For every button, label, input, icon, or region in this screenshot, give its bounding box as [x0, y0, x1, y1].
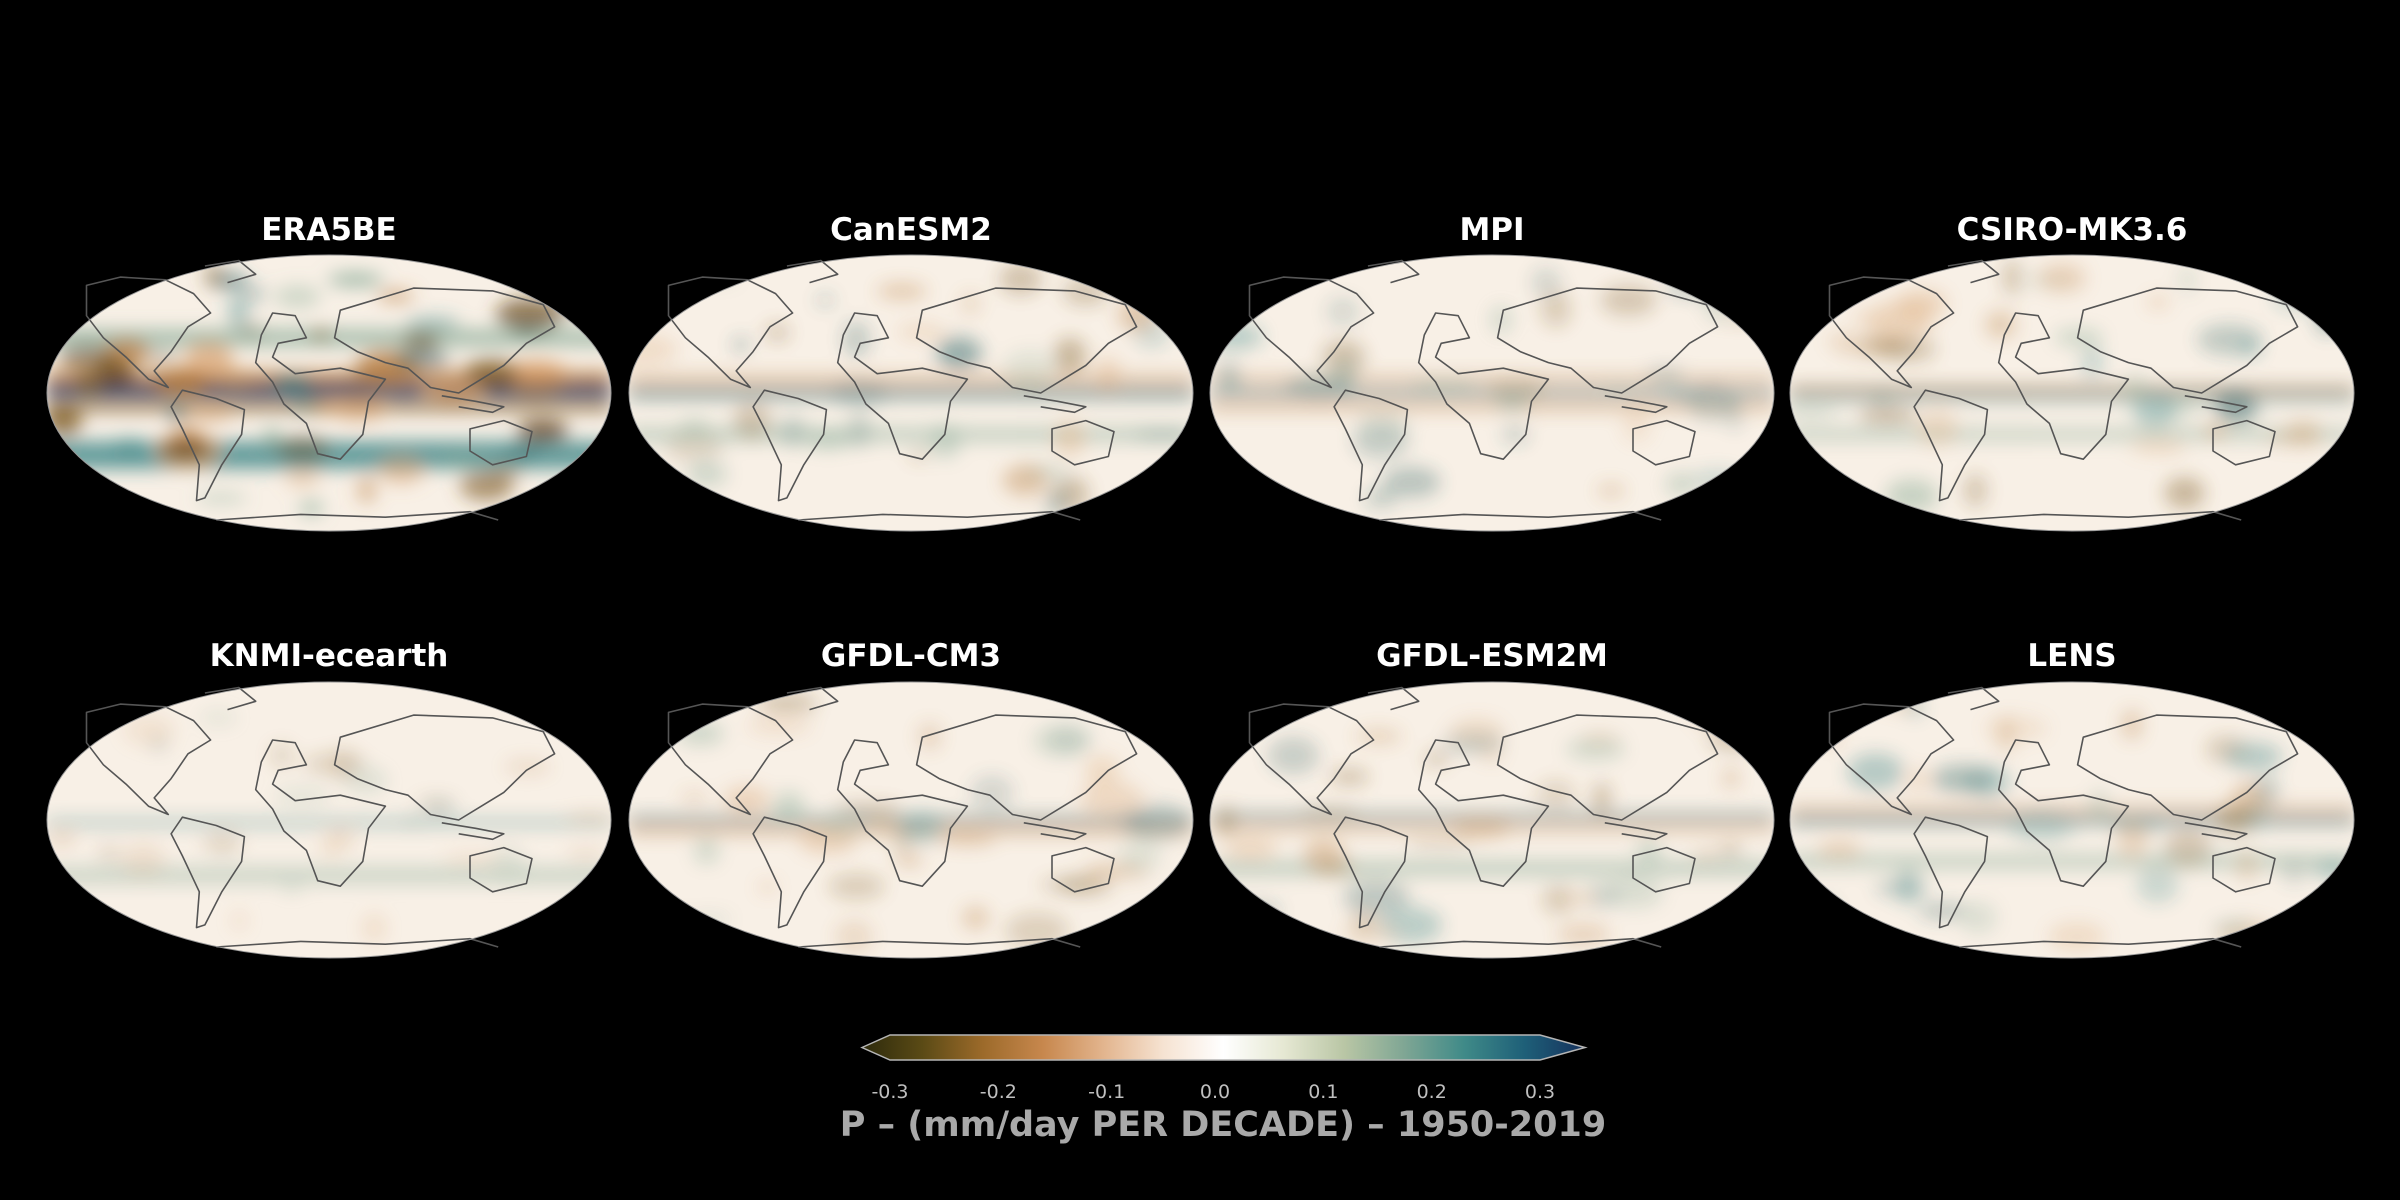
panel-title: ERA5BE — [261, 212, 396, 248]
trend-field — [1790, 258, 2354, 513]
colorbar-ticks: -0.3 -0.2 -0.1 0.0 0.1 0.2 0.3 — [871, 1081, 1555, 1103]
map-panel: ERA5BE — [46, 212, 612, 532]
panel-title: GFDL-CM3 — [821, 638, 1001, 674]
map-outline — [46, 254, 612, 532]
map-outline — [1209, 681, 1775, 959]
colorbar-scale — [860, 1034, 1588, 1061]
coastlines — [85, 259, 556, 521]
coastlines — [1828, 686, 2299, 948]
colorbar-tick-label: 0.0 — [1200, 1081, 1230, 1103]
panel-title: LENS — [2027, 638, 2116, 674]
colorbar: -0.3 -0.2 -0.1 0.0 0.1 0.2 0.3 P – (mm/day PER… — [840, 1034, 1606, 1145]
map-panel: GFDL-ESM2M — [1209, 638, 1775, 959]
coastlines — [667, 686, 1138, 948]
map-panel: CanESM2 — [628, 212, 1194, 532]
map-outline — [628, 254, 1194, 532]
map-panels: ERA5BE CanESM2 MPI CSIRO-MK3.6 KNMI-ecearth G… — [46, 212, 2355, 959]
map-panel: MPI — [1209, 212, 1775, 532]
colorbar-label: P – (mm/day PER DECADE) – 1950-2019 — [840, 1105, 1606, 1145]
panel-title: KNMI-ecearth — [210, 638, 449, 674]
coastlines — [1248, 686, 1719, 948]
panel-title: GFDL-ESM2M — [1376, 638, 1608, 674]
map-panel: GFDL-CM3 — [628, 638, 1194, 959]
colorbar-tick-label: -0.2 — [980, 1081, 1017, 1103]
trend-field — [47, 263, 611, 516]
trend-field — [629, 263, 1193, 518]
colorbar-tick-label: -0.3 — [871, 1081, 908, 1103]
map-outline — [1789, 254, 2355, 532]
panel-title: MPI — [1459, 212, 1524, 248]
coastlines — [85, 686, 556, 948]
map-outline — [1789, 681, 2355, 959]
panel-title: CSIRO-MK3.6 — [1957, 212, 2188, 248]
map-outline — [1209, 254, 1775, 532]
map-panel: KNMI-ecearth — [46, 638, 612, 959]
trend-field — [629, 692, 1193, 955]
map-panel: LENS — [1789, 638, 2355, 959]
colorbar-tick-label: 0.3 — [1525, 1081, 1555, 1103]
colorbar-tick-label: 0.1 — [1308, 1081, 1338, 1103]
colorbar-tick-label: -0.1 — [1088, 1081, 1125, 1103]
map-outline — [628, 681, 1194, 959]
map-panel: CSIRO-MK3.6 — [1789, 212, 2355, 532]
colorbar-tick-label: 0.2 — [1417, 1081, 1447, 1103]
map-outline — [46, 681, 612, 959]
panel-title: CanESM2 — [830, 212, 992, 248]
coastlines — [667, 259, 1138, 521]
coastlines — [1248, 259, 1719, 521]
coastlines — [1828, 259, 2299, 521]
